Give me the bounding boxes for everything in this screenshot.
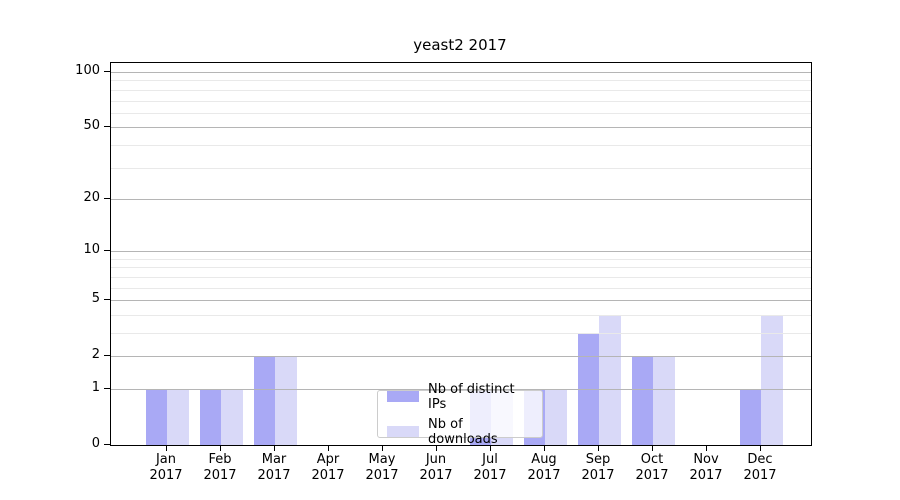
bar-nb-of-downloads-oct-2017 <box>653 356 675 445</box>
legend-label-distinct-ips: Nb of distinct IPs <box>428 381 515 412</box>
gridline-major-1 <box>111 388 811 390</box>
gridline-major-50 <box>111 127 811 129</box>
y-tick-label-0: 0 <box>91 436 100 451</box>
gridline-major-2 <box>111 356 811 358</box>
legend-row-distinct-ips: Nb of distinct IPs <box>387 382 533 412</box>
y-tick-label-10: 10 <box>83 242 100 258</box>
x-tick-aug-2017 <box>544 445 545 451</box>
y-tick-5 <box>104 299 110 301</box>
legend: Nb of distinct IPs Nb of downloads <box>377 382 543 447</box>
x-tick-label-may-2017: May 2017 <box>365 452 399 483</box>
y-tick-label-100: 100 <box>75 63 100 79</box>
x-tick-sep-2017 <box>598 445 599 451</box>
y-tick-label-50: 50 <box>83 118 100 134</box>
bar-nb-of-distinct-ips-feb-2017 <box>199 388 221 445</box>
legend-swatch-distinct-ips <box>387 391 419 402</box>
bar-nb-of-distinct-ips-dec-2017 <box>739 388 761 445</box>
x-tick-label-jul-2017: Jul 2017 <box>473 452 507 483</box>
bar-nb-of-downloads-dec-2017 <box>761 314 783 445</box>
legend-label-downloads: Nb of downloads <box>428 416 498 447</box>
gridline-major-5 <box>111 300 811 302</box>
x-tick-feb-2017 <box>220 445 221 451</box>
bar-nb-of-distinct-ips-jan-2017 <box>145 388 167 445</box>
chart-title: yeast2 2017 <box>413 36 507 54</box>
x-tick-label-apr-2017: Apr 2017 <box>311 452 345 483</box>
legend-row-downloads: Nb of downloads <box>387 417 533 447</box>
gridline-minor-7 <box>111 276 811 278</box>
y-tick-100 <box>104 71 110 73</box>
y-tick-20 <box>104 197 110 199</box>
y-tick-2 <box>104 355 110 357</box>
y-tick-label-2: 2 <box>91 347 100 363</box>
x-tick-label-dec-2017: Dec 2017 <box>743 452 777 483</box>
gridline-major-20 <box>111 198 811 200</box>
x-tick-label-nov-2017: Nov 2017 <box>689 452 723 483</box>
x-tick-jul-2017 <box>490 445 491 451</box>
y-tick-1 <box>104 387 110 389</box>
gridline-minor-4 <box>111 314 811 316</box>
bar-nb-of-downloads-mar-2017 <box>275 356 297 445</box>
x-tick-mar-2017 <box>274 445 275 451</box>
x-tick-label-mar-2017: Mar 2017 <box>257 452 291 483</box>
gridline-minor-9 <box>111 258 811 260</box>
y-tick-label-20: 20 <box>83 189 100 205</box>
x-tick-jan-2017 <box>166 445 167 451</box>
gridline-minor-90 <box>111 80 811 82</box>
y-tick-label-1: 1 <box>91 379 100 395</box>
gridline-minor-30 <box>111 167 811 169</box>
gridline-minor-8 <box>111 267 811 269</box>
gridline-minor-40 <box>111 144 811 146</box>
gridline-major-10 <box>111 251 811 253</box>
gridline-major-100 <box>111 72 811 74</box>
gridline-minor-70 <box>111 100 811 102</box>
bar-nb-of-downloads-feb-2017 <box>221 388 243 445</box>
bar-nb-of-distinct-ips-mar-2017 <box>253 356 275 445</box>
y-tick-0 <box>104 444 110 445</box>
x-tick-dec-2017 <box>760 445 761 451</box>
x-tick-apr-2017 <box>328 445 329 451</box>
bar-nb-of-distinct-ips-sep-2017 <box>577 332 599 445</box>
gridline-minor-80 <box>111 89 811 91</box>
y-tick-label-5: 5 <box>91 291 100 307</box>
x-tick-label-oct-2017: Oct 2017 <box>635 452 669 483</box>
bar-nb-of-downloads-sep-2017 <box>599 314 621 445</box>
x-tick-oct-2017 <box>652 445 653 451</box>
gridline-minor-60 <box>111 112 811 114</box>
x-tick-label-jan-2017: Jan 2017 <box>149 452 183 483</box>
x-tick-label-feb-2017: Feb 2017 <box>203 452 237 483</box>
x-tick-label-sep-2017: Sep 2017 <box>581 452 615 483</box>
y-tick-10 <box>104 250 110 252</box>
x-tick-may-2017 <box>382 445 383 451</box>
x-tick-jun-2017 <box>436 445 437 451</box>
x-tick-label-aug-2017: Aug 2017 <box>527 452 561 483</box>
gridline-minor-6 <box>111 287 811 289</box>
bar-nb-of-distinct-ips-oct-2017 <box>631 356 653 445</box>
bar-nb-of-downloads-aug-2017 <box>545 388 567 445</box>
y-tick-50 <box>104 126 110 128</box>
gridline-minor-3 <box>111 332 811 334</box>
bar-nb-of-downloads-jan-2017 <box>167 388 189 445</box>
x-tick-nov-2017 <box>706 445 707 451</box>
x-tick-label-jun-2017: Jun 2017 <box>419 452 453 483</box>
legend-swatch-downloads <box>387 426 419 437</box>
